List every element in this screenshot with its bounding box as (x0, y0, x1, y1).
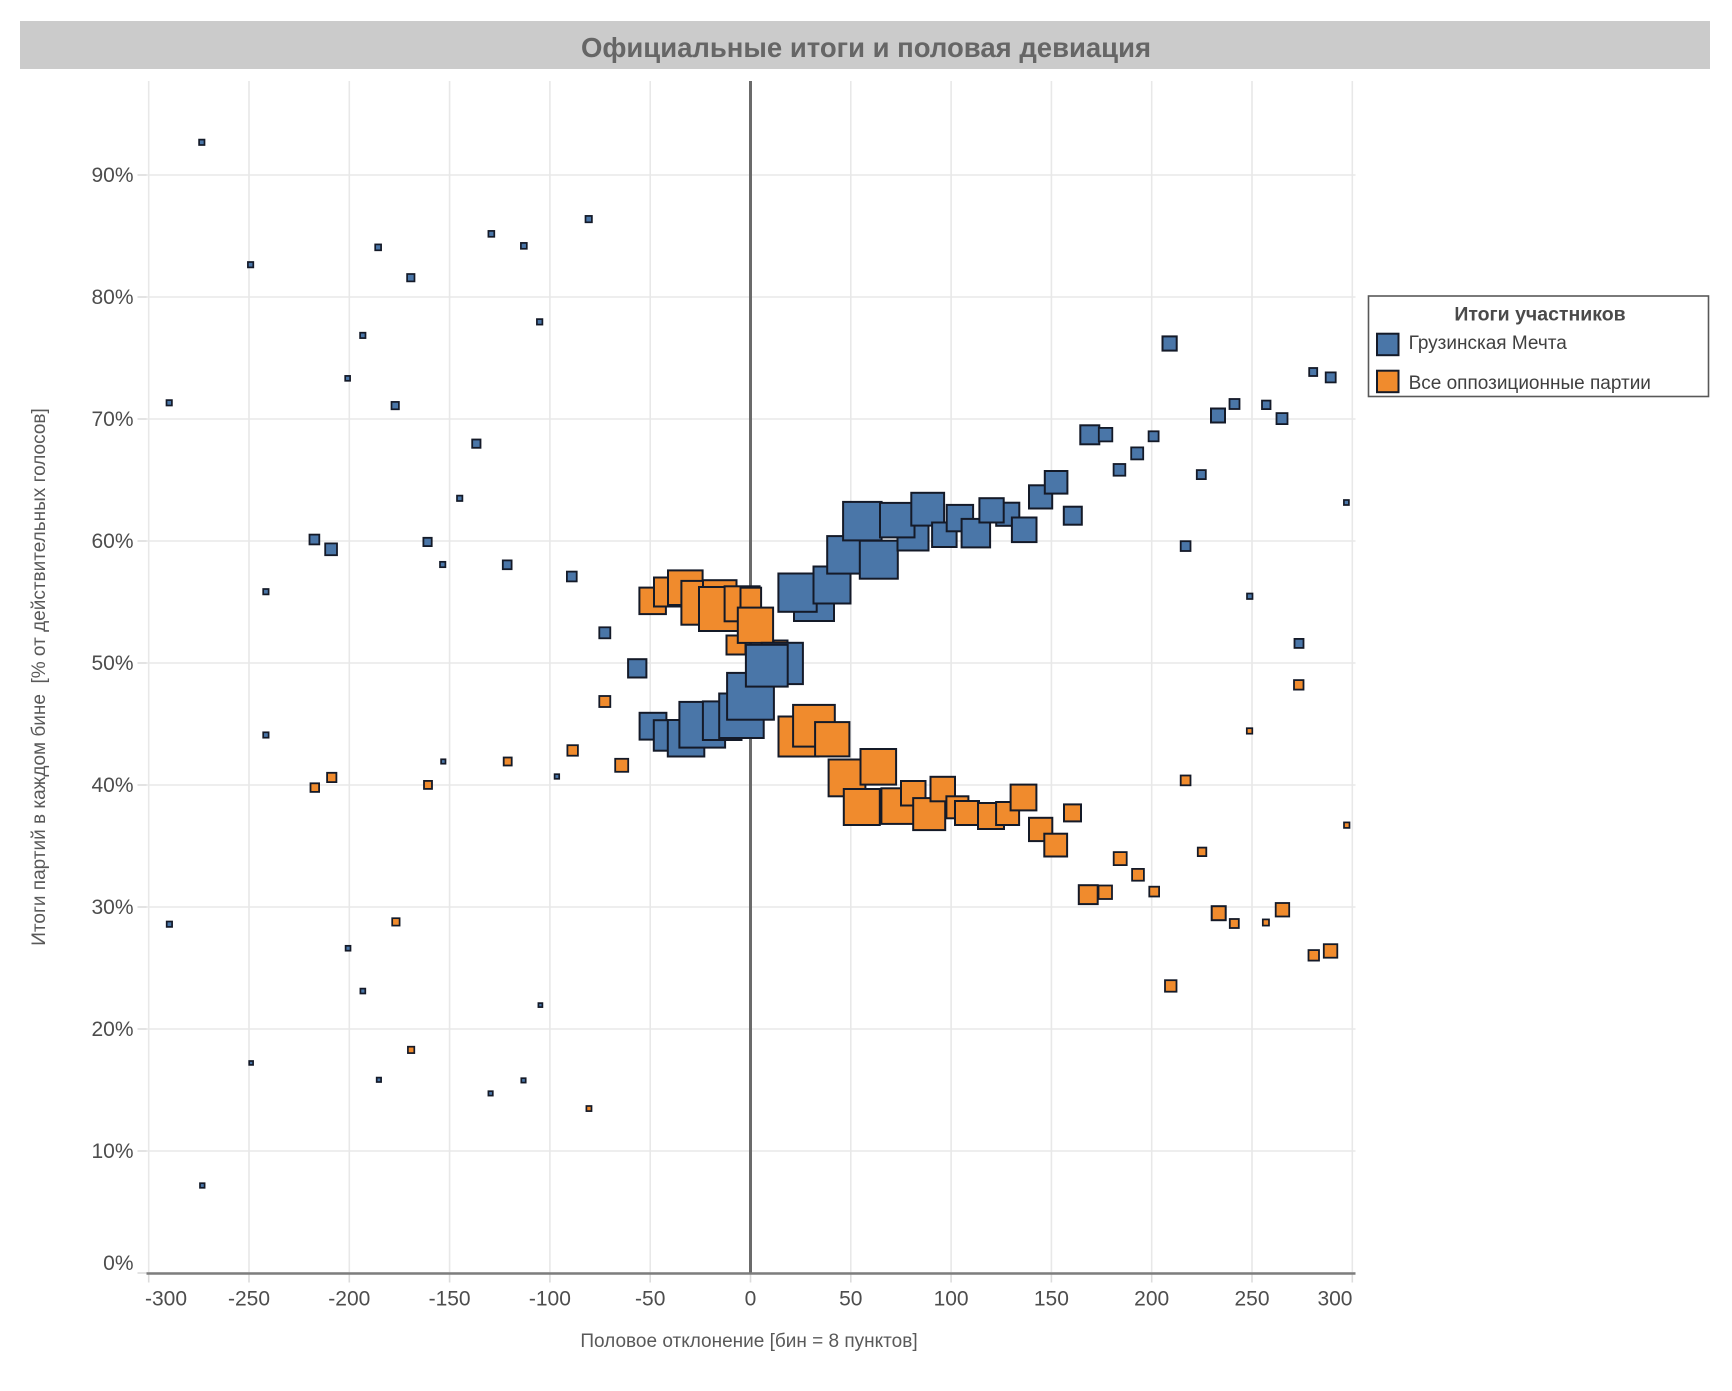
svg-text:300: 300 (1317, 1288, 1352, 1311)
svg-text:80%: 80% (91, 286, 133, 309)
svg-text:-200: -200 (328, 1288, 370, 1311)
svg-text:100: 100 (934, 1288, 969, 1311)
svg-text:250: 250 (1234, 1288, 1269, 1311)
svg-text:-50: -50 (635, 1288, 665, 1311)
svg-text:-100: -100 (529, 1288, 571, 1311)
svg-text:Официальные итоги и половая де: Официальные итоги и половая девиация (581, 32, 1151, 63)
svg-text:200: 200 (1134, 1288, 1169, 1311)
svg-text:Все оппозиционные партии: Все оппозиционные партии (1409, 373, 1651, 394)
svg-text:20%: 20% (91, 1018, 133, 1041)
svg-text:-250: -250 (228, 1288, 270, 1311)
svg-text:0: 0 (745, 1288, 757, 1311)
svg-text:-300: -300 (145, 1288, 187, 1311)
svg-text:150: 150 (1034, 1288, 1069, 1311)
svg-text:90%: 90% (91, 164, 133, 187)
svg-text:10%: 10% (91, 1140, 133, 1163)
svg-text:40%: 40% (91, 774, 133, 797)
svg-text:Итоги партий в каждом бине [%: Итоги партий в каждом бине [% от действи… (29, 408, 50, 946)
svg-text:60%: 60% (91, 530, 133, 553)
svg-text:Грузинская Мечта: Грузинская Мечта (1409, 333, 1568, 354)
svg-text:Половое отклонение [бин = 8 пу: Половое отклонение [бин = 8 пунктов] (580, 1331, 917, 1352)
svg-text:50: 50 (839, 1288, 862, 1311)
svg-text:0%: 0% (103, 1252, 133, 1275)
svg-text:-150: -150 (429, 1288, 471, 1311)
svg-text:Итоги участников: Итоги участников (1454, 304, 1625, 326)
svg-text:70%: 70% (91, 408, 133, 431)
svg-text:50%: 50% (91, 652, 133, 675)
svg-text:30%: 30% (91, 896, 133, 919)
